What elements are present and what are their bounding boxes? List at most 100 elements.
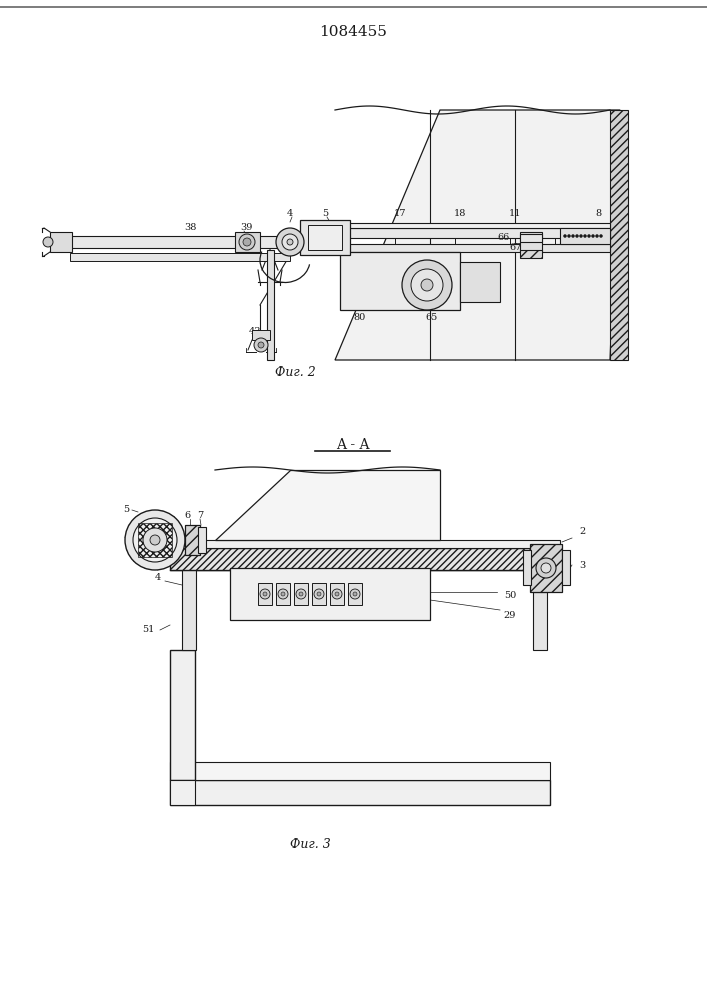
Circle shape bbox=[281, 592, 285, 596]
Bar bbox=[310, 228, 610, 238]
Text: 38: 38 bbox=[184, 223, 196, 232]
Circle shape bbox=[125, 510, 185, 570]
Text: 17: 17 bbox=[394, 209, 407, 218]
Circle shape bbox=[287, 239, 293, 245]
Polygon shape bbox=[335, 110, 620, 360]
Text: Фиг. 3: Фиг. 3 bbox=[290, 838, 330, 852]
Circle shape bbox=[296, 589, 306, 599]
Bar bbox=[170, 780, 195, 805]
Circle shape bbox=[541, 563, 551, 573]
Bar bbox=[310, 223, 610, 228]
Text: 1084455: 1084455 bbox=[319, 25, 387, 39]
Circle shape bbox=[592, 234, 595, 237]
Text: 5: 5 bbox=[322, 209, 328, 218]
Circle shape bbox=[421, 279, 433, 291]
Bar bbox=[560, 228, 610, 244]
Text: 4: 4 bbox=[287, 209, 293, 218]
Bar bbox=[50, 232, 72, 252]
Bar bbox=[530, 544, 562, 592]
Circle shape bbox=[350, 589, 360, 599]
Circle shape bbox=[260, 589, 270, 599]
Circle shape bbox=[353, 592, 357, 596]
Circle shape bbox=[243, 238, 251, 246]
Circle shape bbox=[263, 592, 267, 596]
Bar bbox=[138, 523, 172, 557]
Bar bbox=[230, 568, 430, 620]
Bar bbox=[70, 253, 290, 261]
Circle shape bbox=[568, 234, 571, 237]
Circle shape bbox=[575, 234, 578, 237]
Text: 29: 29 bbox=[504, 610, 516, 619]
Bar bbox=[294, 583, 308, 605]
Circle shape bbox=[276, 228, 304, 256]
Text: 3: 3 bbox=[579, 560, 585, 570]
Circle shape bbox=[595, 234, 599, 237]
Circle shape bbox=[588, 234, 590, 237]
Circle shape bbox=[278, 589, 288, 599]
Bar bbox=[185, 525, 200, 555]
Text: 67: 67 bbox=[510, 243, 522, 252]
Circle shape bbox=[580, 234, 583, 237]
Bar bbox=[520, 250, 542, 258]
Circle shape bbox=[600, 234, 602, 237]
Circle shape bbox=[583, 234, 587, 237]
Circle shape bbox=[239, 234, 255, 250]
Circle shape bbox=[402, 260, 452, 310]
Circle shape bbox=[258, 342, 264, 348]
Circle shape bbox=[282, 234, 298, 250]
Bar bbox=[348, 583, 362, 605]
Bar bbox=[170, 650, 195, 780]
Bar bbox=[170, 548, 560, 570]
Bar bbox=[300, 220, 350, 255]
Bar bbox=[182, 570, 196, 650]
Circle shape bbox=[150, 535, 160, 545]
Text: 43: 43 bbox=[249, 328, 262, 336]
Circle shape bbox=[335, 592, 339, 596]
Circle shape bbox=[317, 592, 321, 596]
Circle shape bbox=[411, 269, 443, 301]
Circle shape bbox=[563, 234, 566, 237]
Circle shape bbox=[571, 234, 575, 237]
Bar bbox=[170, 762, 550, 780]
Circle shape bbox=[133, 518, 177, 562]
Bar bbox=[276, 583, 290, 605]
Circle shape bbox=[143, 528, 167, 552]
Bar bbox=[460, 262, 500, 302]
Bar bbox=[267, 250, 274, 360]
Bar bbox=[252, 330, 270, 340]
Text: 11: 11 bbox=[509, 209, 521, 218]
Polygon shape bbox=[215, 470, 440, 540]
Text: 65: 65 bbox=[426, 312, 438, 322]
Bar bbox=[330, 583, 344, 605]
Circle shape bbox=[43, 237, 53, 247]
Bar bbox=[308, 225, 342, 250]
Bar bbox=[523, 550, 531, 585]
Bar bbox=[312, 583, 326, 605]
Bar bbox=[533, 592, 547, 650]
Bar bbox=[170, 540, 560, 548]
Text: 2: 2 bbox=[579, 528, 585, 536]
Bar bbox=[258, 583, 272, 605]
Bar bbox=[310, 244, 610, 252]
Bar bbox=[235, 232, 260, 252]
Text: 5: 5 bbox=[123, 506, 129, 514]
Circle shape bbox=[332, 589, 342, 599]
Circle shape bbox=[299, 592, 303, 596]
Bar bbox=[170, 780, 550, 805]
Bar bbox=[562, 550, 570, 585]
Text: 51: 51 bbox=[142, 626, 154, 635]
Text: 39: 39 bbox=[240, 223, 252, 232]
Circle shape bbox=[314, 589, 324, 599]
Bar bbox=[520, 234, 542, 242]
Text: A - A: A - A bbox=[337, 438, 370, 452]
Circle shape bbox=[254, 338, 268, 352]
Text: 8: 8 bbox=[595, 209, 601, 218]
Text: Фиг. 2: Фиг. 2 bbox=[274, 365, 315, 378]
Bar bbox=[70, 236, 290, 248]
Circle shape bbox=[536, 558, 556, 578]
Bar bbox=[520, 232, 542, 252]
Bar bbox=[340, 252, 460, 310]
Text: 18: 18 bbox=[454, 209, 466, 218]
Text: 50: 50 bbox=[504, 590, 516, 599]
Bar bbox=[198, 527, 206, 553]
